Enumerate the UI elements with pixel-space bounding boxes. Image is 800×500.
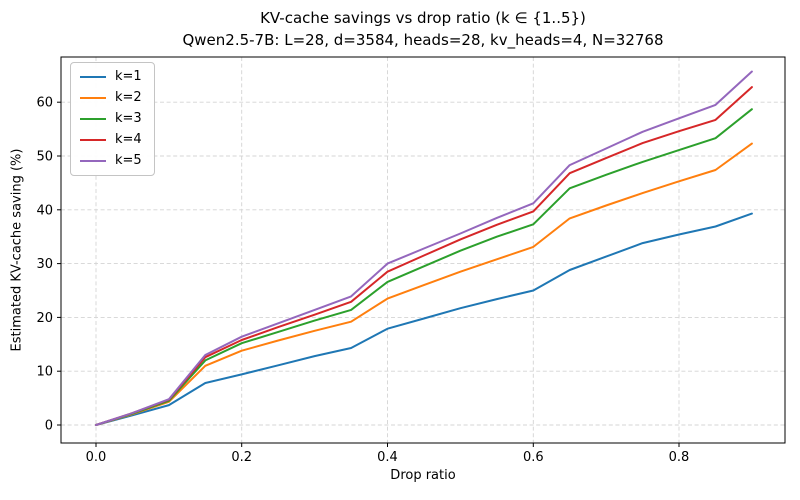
plot-border	[60, 56, 786, 444]
legend: k=1 k=2 k=3 k=4 k=5	[70, 62, 155, 176]
y-axis-label: Estimated KV-cache saving (%)	[9, 148, 25, 352]
x-tick-label: 0.2	[231, 450, 252, 465]
legend-label: k=5	[115, 153, 142, 168]
legend-label: k=4	[115, 132, 142, 147]
legend-label: k=2	[115, 90, 142, 105]
x-tick-label: 0.0	[86, 450, 107, 465]
legend-line-swatch	[80, 118, 106, 120]
x-tick-label: 0.8	[669, 450, 690, 465]
legend-item-k=2: k=2	[80, 90, 142, 106]
legend-line-swatch	[80, 160, 106, 162]
series-k=5	[95, 70, 753, 426]
chart-title: KV-cache savings vs drop ratio (k ∈ {1..…	[260, 9, 586, 27]
series-k=1	[95, 212, 753, 426]
y-tick-label: 50	[36, 150, 53, 165]
x-tick-label: 0.6	[523, 450, 544, 465]
y-tick-label: 20	[36, 311, 53, 326]
legend-item-k=5: k=5	[80, 153, 142, 169]
series-k=4	[95, 86, 753, 426]
legend-label: k=3	[115, 111, 142, 126]
y-tick-label: 60	[36, 96, 53, 111]
y-tick-label: 10	[36, 365, 53, 380]
series-k=3	[95, 108, 753, 426]
legend-line-swatch	[80, 97, 106, 99]
legend-label: k=1	[115, 69, 142, 84]
legend-line-swatch	[80, 139, 106, 141]
series-k=2	[95, 142, 753, 426]
y-tick-label: 0	[45, 419, 53, 434]
y-tick-label: 30	[36, 257, 53, 272]
x-axis-label: Drop ratio	[390, 468, 456, 483]
legend-line-swatch	[80, 76, 106, 78]
legend-item-k=1: k=1	[80, 69, 142, 85]
x-tick-label: 0.4	[377, 450, 398, 465]
legend-item-k=4: k=4	[80, 132, 142, 148]
chart-subtitle: Qwen2.5-7B: L=28, d=3584, heads=28, kv_h…	[182, 31, 664, 49]
y-tick-label: 40	[36, 203, 53, 218]
legend-item-k=3: k=3	[80, 111, 142, 127]
